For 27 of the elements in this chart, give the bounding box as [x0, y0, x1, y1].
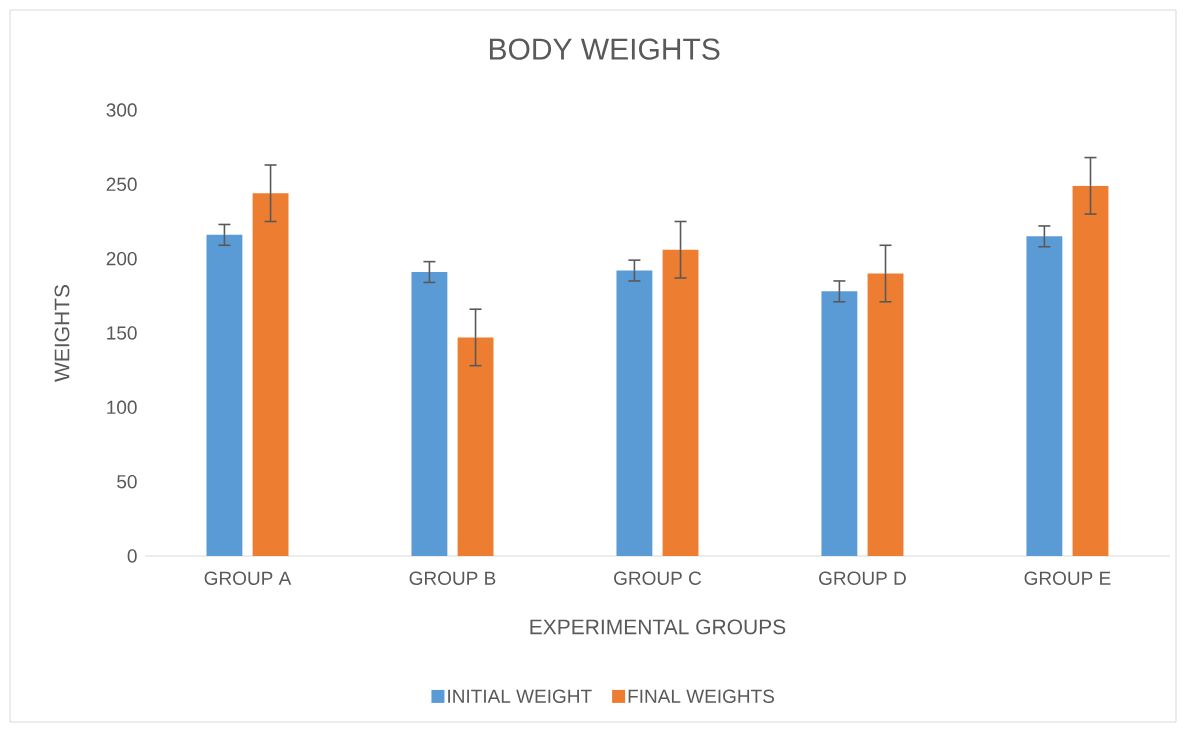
y-tick-label: 0	[127, 549, 137, 563]
legend-label: FINAL WEIGHTS	[628, 689, 775, 703]
y-tick-label: 200	[106, 251, 137, 266]
x-tick-label: GROUP B	[409, 571, 496, 585]
x-tick-label: GROUP C	[614, 571, 702, 585]
bar	[1072, 185, 1109, 556]
bar	[411, 272, 448, 556]
y-tick-label: 150	[107, 326, 137, 340]
bar	[252, 193, 289, 556]
y-axis-title: WEIGHTS	[54, 284, 70, 382]
y-tick-label: 50	[117, 474, 137, 489]
x-tick-label: GROUP A	[204, 571, 292, 585]
x-tick-label: GROUP D	[819, 571, 906, 585]
bar	[1026, 236, 1063, 556]
bar	[616, 270, 653, 556]
bar	[867, 273, 904, 556]
y-tick-label: 250	[106, 177, 137, 192]
y-tick-label: 100	[107, 400, 137, 415]
bar	[206, 234, 243, 556]
y-tick-label: 300	[106, 103, 137, 117]
bar	[457, 337, 494, 556]
x-tick-label: GROUP E	[1024, 571, 1111, 585]
x-axis-title: EXPERIMENTAL GROUPS	[530, 619, 786, 635]
legend-label: INITIAL WEIGHT	[448, 689, 592, 703]
chart-title: BODY WEIGHTS	[489, 38, 720, 60]
bar	[662, 249, 699, 556]
bar	[821, 291, 858, 556]
